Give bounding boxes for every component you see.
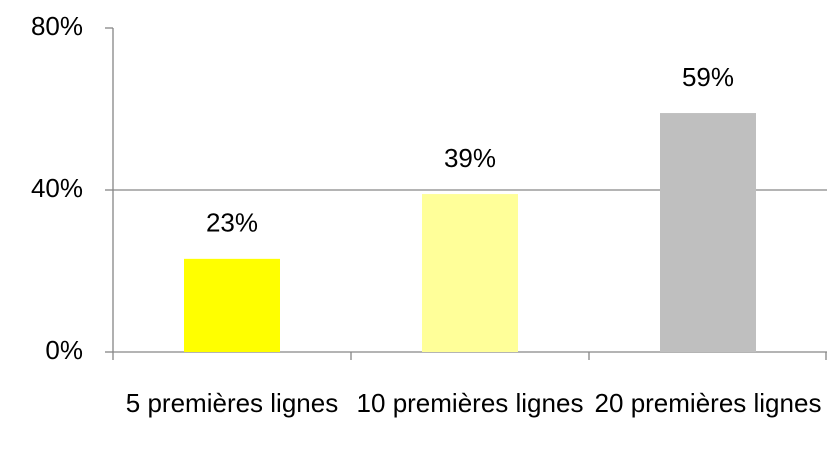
- value-label: 39%: [444, 143, 496, 173]
- y-tick-label: 40%: [31, 173, 83, 203]
- bar: [184, 258, 280, 352]
- x-tick-label: 20 premières lignes: [594, 388, 822, 418]
- y-tick-label: 0%: [45, 335, 83, 365]
- value-label: 23%: [206, 208, 258, 238]
- y-tick-label: 80%: [31, 11, 83, 41]
- bar: [422, 194, 518, 352]
- value-label: 59%: [682, 62, 734, 92]
- x-tick-label: 10 premières lignes: [356, 388, 584, 418]
- bar: [660, 113, 756, 352]
- x-tick-label: 5 premières lignes: [125, 388, 339, 418]
